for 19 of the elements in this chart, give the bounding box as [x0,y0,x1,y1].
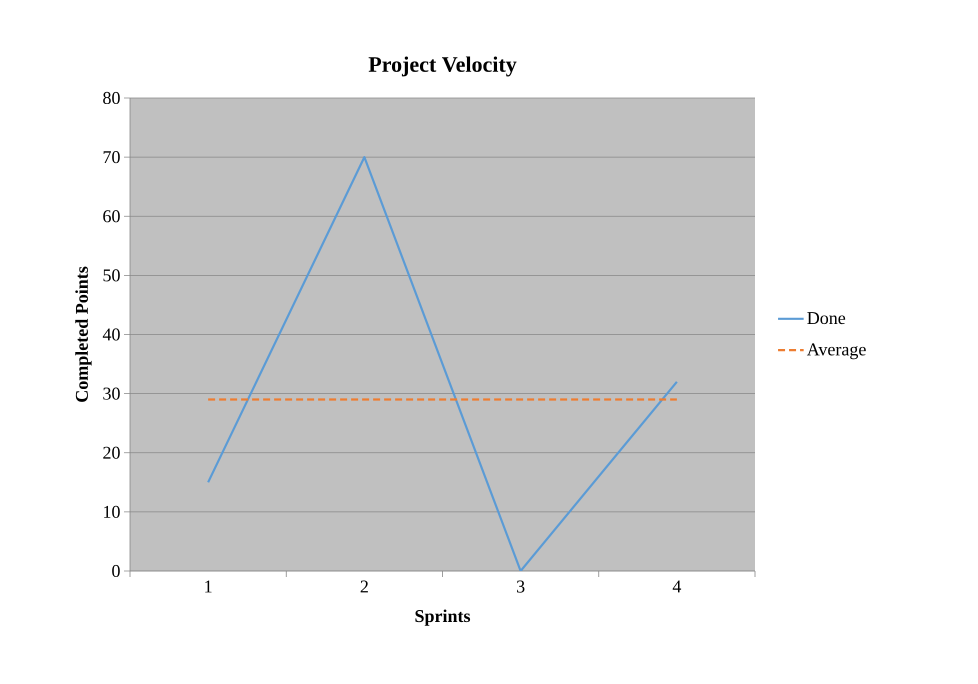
y-tick-label: 40 [102,328,120,341]
y-tick-label: 50 [104,269,120,282]
y-tick-label: 0 [112,564,120,578]
y-tick-label: 60 [103,210,120,222]
x-tick-label: 4 [672,580,682,592]
chart-title: Project Velocity [368,56,517,76]
y-axis-title: Completed Points [75,266,92,402]
y-tick-label: 70 [104,151,120,164]
x-axis-title: Sprints [415,609,470,626]
y-tick-label: 10 [104,506,120,518]
y-tick-label: 30 [103,388,120,400]
x-tick-label: 3 [516,580,524,593]
x-tick-label: 1 [205,580,212,592]
y-tick-label: 20 [103,446,120,459]
line-series [207,156,678,571]
legend-label: Average [806,343,866,360]
legend-label: Done [807,312,846,324]
y-tick-label: 80 [103,92,120,104]
x-tick-label: 2 [360,580,368,592]
